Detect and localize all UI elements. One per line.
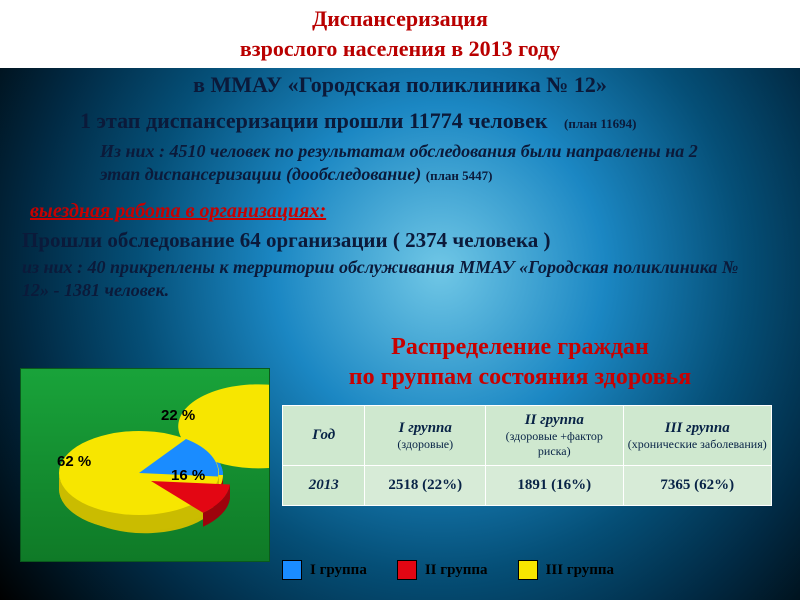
distribution-title-2: по группам состояния здоровья — [260, 364, 780, 391]
col-g1-title: I группа — [399, 420, 452, 436]
pie-panel: 22 % 16 % 62 % — [20, 368, 270, 562]
col-g3-title: III группа — [665, 420, 730, 436]
slide: Диспансеризация взрослого населения в 20… — [0, 0, 800, 600]
legend-item-3: III группа — [518, 560, 615, 580]
col-g2-sub: (здоровые +фактор риска) — [490, 429, 618, 459]
cell-g3: 7365 (62%) — [623, 466, 772, 506]
title-line-2: взрослого населения в 2013 году — [0, 36, 800, 62]
table-header-row: Год I группа (здоровые) II группа (здоро… — [283, 406, 772, 466]
outreach-note: из них : 40 прикреплены к территории обс… — [22, 256, 762, 303]
outreach-label: выездная работа в организациях: — [30, 200, 730, 223]
cell-g1: 2518 (22%) — [365, 466, 486, 506]
legend: I группа II группа III группа — [282, 560, 772, 580]
cell-g2: 1891 (16%) — [486, 466, 623, 506]
stage2-line: Из них : 4510 человек по результатам обс… — [100, 140, 740, 187]
pie-label-3: 62 % — [57, 453, 91, 470]
outreach-orgs: Прошли обследование 64 организации ( 237… — [22, 228, 762, 253]
stage2-plan: (план 5447) — [426, 168, 493, 183]
stage1-text: 1 этап диспансеризации прошли 11774 чело… — [80, 108, 548, 133]
stage1-plan: (план 11694) — [564, 116, 636, 131]
legend-swatch-1 — [282, 560, 302, 580]
col-year: Год — [283, 406, 365, 466]
legend-label-1: I группа — [310, 562, 367, 579]
col-g3: III группа (хронические заболевания) — [623, 406, 772, 466]
col-g2-title: II группа — [525, 412, 584, 428]
subtitle: в ММАУ «Городская поликлиника № 12» — [0, 72, 800, 98]
stage2-text: Из них : 4510 человек по результатам обс… — [100, 141, 698, 184]
distribution-title-1: Распределение граждан — [260, 334, 780, 361]
table-row: 2013 2518 (22%) 1891 (16%) 7365 (62%) — [283, 466, 772, 506]
col-g2: II группа (здоровые +фактор риска) — [486, 406, 623, 466]
legend-label-2: II группа — [425, 562, 488, 579]
col-g1: I группа (здоровые) — [365, 406, 486, 466]
legend-item-2: II группа — [397, 560, 488, 580]
stage1-line: 1 этап диспансеризации прошли 11774 чело… — [80, 108, 780, 134]
legend-item-1: I группа — [282, 560, 367, 580]
col-g3-sub: (хронические заболевания) — [628, 437, 768, 452]
col-g1-sub: (здоровые) — [369, 437, 481, 452]
legend-swatch-2 — [397, 560, 417, 580]
title-line-1: Диспансеризация — [0, 6, 800, 32]
legend-swatch-3 — [518, 560, 538, 580]
legend-label-3: III группа — [546, 562, 615, 579]
pie-label-1: 22 % — [161, 407, 195, 424]
health-groups-table: Год I группа (здоровые) II группа (здоро… — [282, 405, 772, 506]
pie-label-2: 16 % — [171, 467, 205, 484]
cell-year: 2013 — [283, 466, 365, 506]
